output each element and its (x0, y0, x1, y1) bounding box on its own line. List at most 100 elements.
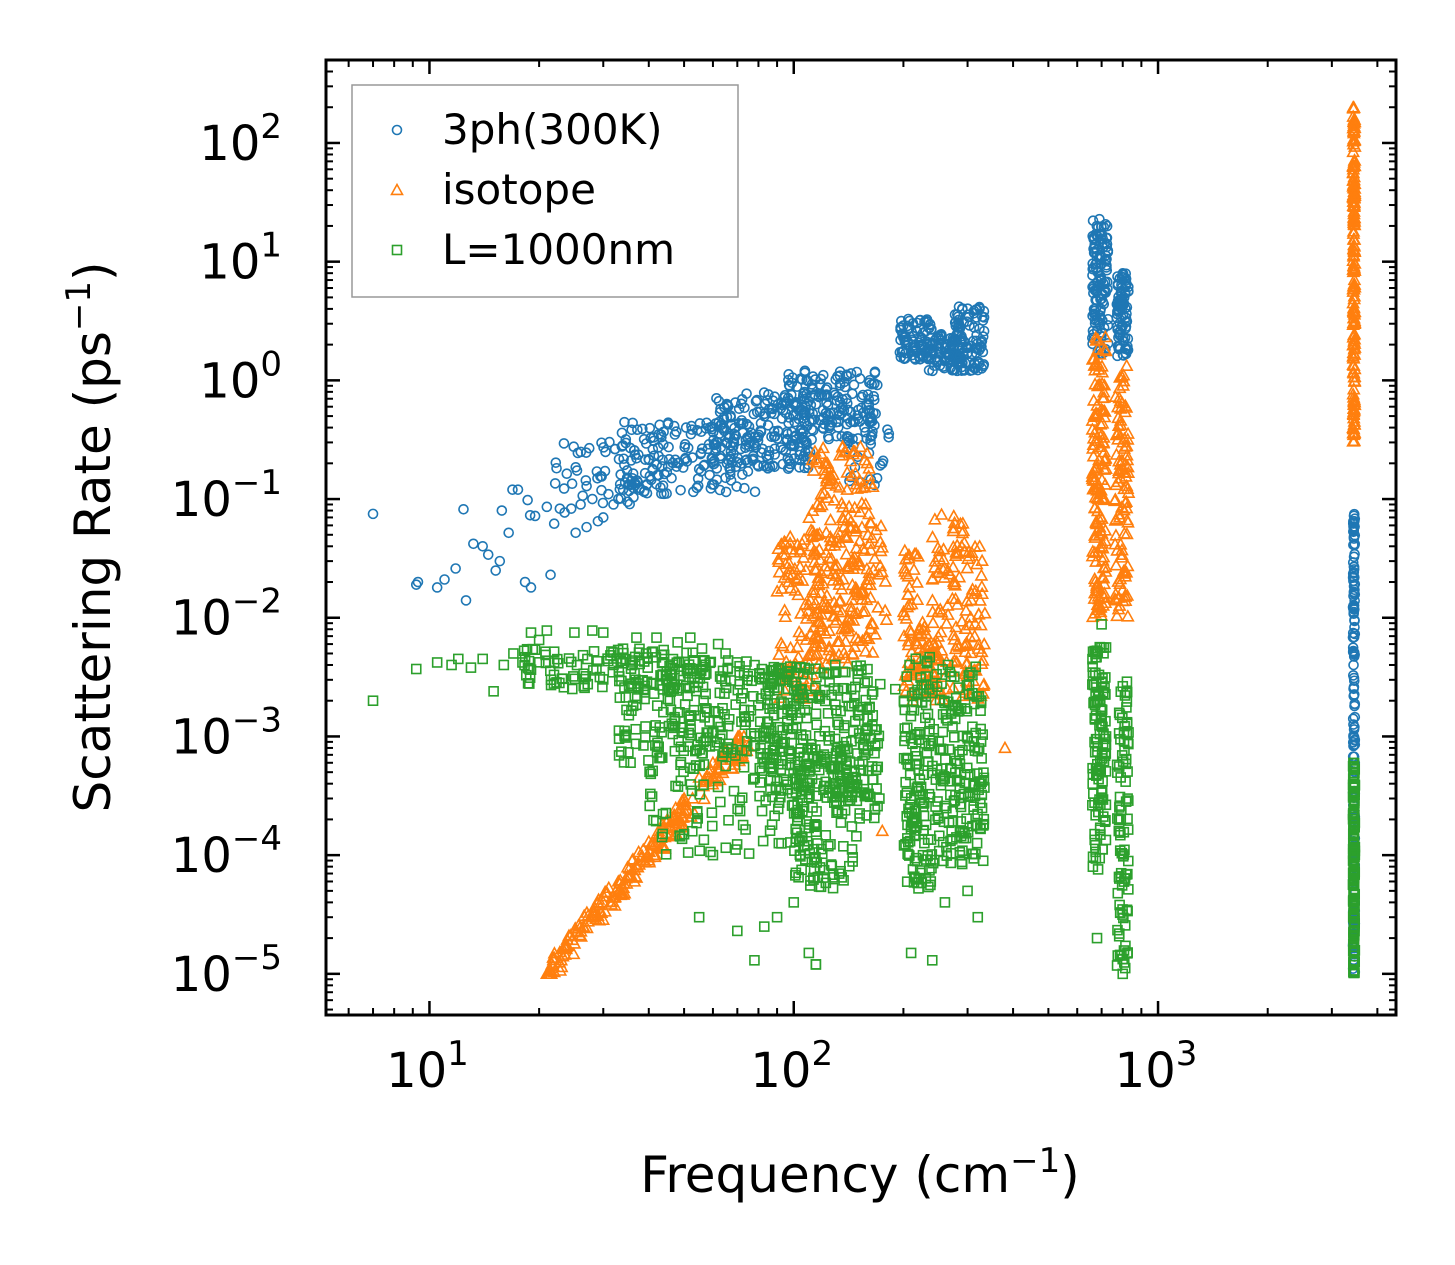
data-point-square (945, 857, 957, 869)
data-point-triangle (950, 538, 965, 551)
data-point-square (918, 825, 929, 837)
data-point-triangle (832, 634, 847, 647)
data-point-triangle (1095, 403, 1110, 416)
data-point-triangle (809, 451, 824, 464)
data-point-square (477, 653, 488, 665)
data-point-circle (439, 574, 450, 585)
data-point-circle (587, 493, 598, 505)
data-point-square (723, 738, 734, 750)
data-point-triangle (1092, 452, 1106, 466)
data-point-triangle (774, 636, 789, 649)
data-point-square (915, 672, 926, 683)
data-point-circle (604, 436, 615, 448)
data-point-circle (1348, 647, 1360, 658)
data-point-square (616, 746, 627, 757)
data-point-circle (494, 555, 506, 567)
data-point-square (640, 721, 651, 732)
data-point-triangle (1347, 242, 1361, 256)
data-point-square (1087, 851, 1099, 863)
data-point-square (801, 712, 812, 724)
data-point-triangle (862, 565, 877, 579)
data-point-circle (927, 365, 938, 377)
data-point-square (1090, 809, 1101, 821)
data-point-square (830, 667, 841, 678)
data-point-circle (953, 340, 964, 351)
data-point-square (950, 692, 962, 704)
data-point-circle (769, 391, 780, 403)
data-point-triangle (616, 887, 631, 900)
data-point-square (519, 651, 531, 663)
data-point-triangle (971, 637, 986, 650)
data-point-square (902, 758, 914, 770)
data-point-square (958, 832, 970, 844)
data-point-circle (1347, 572, 1359, 583)
data-point-circle (747, 455, 758, 466)
data-point-square (1100, 672, 1111, 683)
data-point-square (618, 757, 630, 768)
data-point-triangle (1087, 591, 1102, 604)
data-point-square (756, 805, 768, 817)
data-point-circle (759, 398, 771, 410)
data-point-square (794, 707, 806, 718)
data-point-triangle (813, 499, 827, 513)
data-point-square (927, 857, 939, 869)
data-point-square (1121, 687, 1132, 699)
data-point-circle (561, 468, 573, 480)
data-point-square (810, 959, 822, 970)
data-point-triangle (878, 603, 892, 616)
data-point-triangle (946, 509, 961, 522)
data-point-circle (751, 406, 763, 418)
data-point-triangle (1110, 608, 1124, 622)
data-point-square (685, 729, 696, 741)
data-point-square (597, 674, 609, 685)
data-point-triangle (1098, 404, 1112, 417)
data-point-square (1349, 955, 1360, 966)
data-point-square (1122, 766, 1133, 777)
data-point-triangle (608, 898, 622, 911)
data-point-triangle (622, 861, 637, 874)
data-point-triangle (1093, 524, 1108, 537)
data-point-square (523, 678, 535, 689)
data-point-triangle (930, 635, 945, 648)
data-point-circle (1349, 711, 1361, 723)
data-point-triangle (809, 455, 824, 468)
data-point-triangle (835, 448, 850, 461)
data-point-triangle (805, 529, 820, 543)
data-point-circle (761, 460, 772, 472)
data-point-square (820, 877, 832, 889)
data-point-circle (978, 312, 990, 323)
data-point-square (826, 860, 838, 872)
data-point-triangle (878, 574, 893, 587)
data-point-triangle (770, 584, 785, 597)
data-point-triangle (843, 613, 858, 626)
data-point-circle (524, 509, 536, 521)
data-point-square (1112, 924, 1123, 936)
data-point-circle (595, 471, 606, 482)
data-point-square (945, 670, 957, 682)
data-point-square (784, 759, 796, 771)
data-point-circle (958, 365, 970, 376)
data-point-circle (733, 417, 745, 429)
data-point-circle (1347, 642, 1359, 653)
data-point-circle (496, 505, 508, 516)
data-point-square (777, 759, 788, 770)
data-point-triangle (1347, 289, 1362, 302)
data-point-triangle (819, 474, 834, 487)
data-point-triangle (1116, 378, 1131, 391)
data-point-circle (794, 449, 805, 461)
data-point-circle (1348, 561, 1360, 573)
data-point-circle (847, 388, 858, 400)
data-point-triangle (1120, 609, 1135, 622)
data-point-circle (713, 395, 725, 407)
data-point-circle (739, 482, 750, 494)
data-point-square (975, 823, 986, 835)
data-point-square (941, 802, 952, 814)
data-point-square (937, 726, 949, 738)
data-point-square (1117, 953, 1128, 965)
data-point-square (529, 644, 541, 656)
data-point-circle (663, 441, 674, 453)
data-point-triangle (897, 543, 912, 556)
data-point-square (782, 722, 794, 734)
data-point-square (667, 728, 679, 740)
data-point-square (625, 663, 637, 674)
